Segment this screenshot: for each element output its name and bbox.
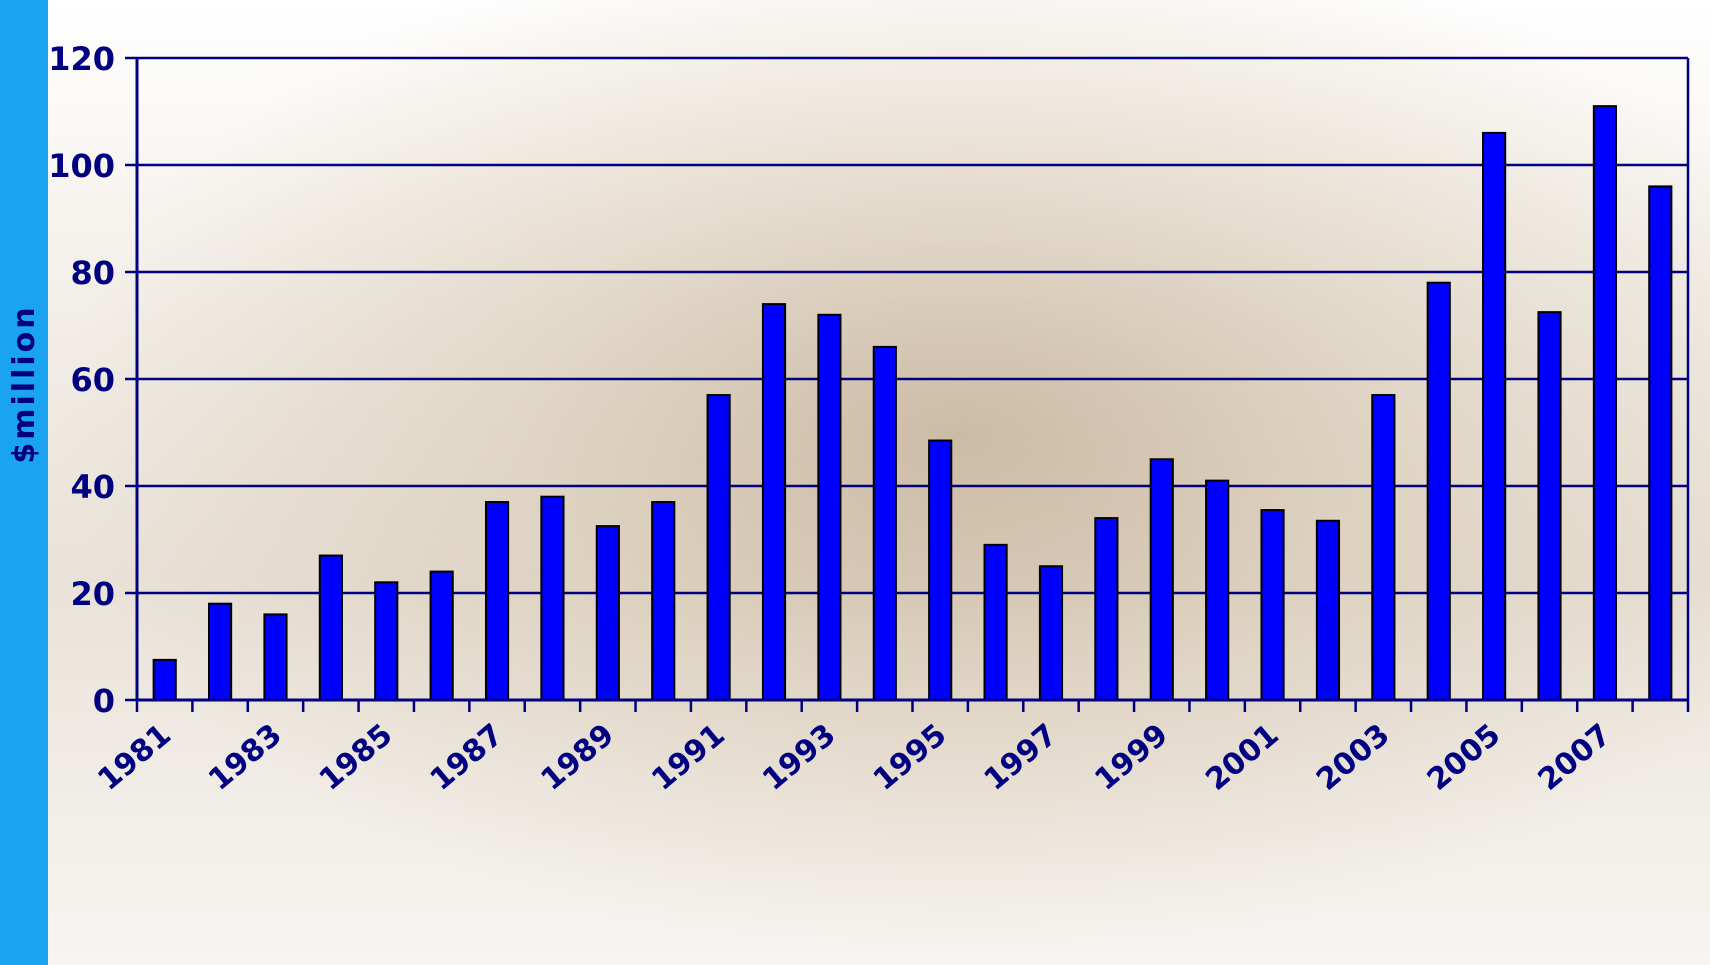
bar-1984 bbox=[318, 554, 343, 701]
bar-1994 bbox=[872, 345, 897, 701]
x-tick-label-1995: 1995 bbox=[867, 717, 953, 797]
bar-2001 bbox=[1260, 509, 1285, 702]
bar-1995 bbox=[928, 439, 953, 701]
x-tick-label-2007: 2007 bbox=[1532, 717, 1618, 797]
bar-1982 bbox=[208, 602, 233, 702]
bar-2007 bbox=[1592, 105, 1617, 701]
x-tick-label-2005: 2005 bbox=[1421, 717, 1507, 797]
gridlines bbox=[137, 56, 1688, 595]
x-tick-label-1987: 1987 bbox=[424, 717, 510, 797]
bar-1989 bbox=[595, 525, 620, 701]
y-tick-labels: 0 20 40 60 80 100 120 bbox=[48, 40, 115, 720]
bars bbox=[152, 105, 1673, 702]
x-tick-labels: 1981 1983 1985 1987 1989 1991 1993 1995 1997 1999… bbox=[91, 717, 1618, 797]
bar-1990 bbox=[651, 501, 676, 701]
x-tick-label-1989: 1989 bbox=[535, 717, 621, 797]
x-tick-label-2003: 2003 bbox=[1310, 717, 1396, 797]
bar-2003 bbox=[1371, 394, 1396, 701]
x-tick-label-1993: 1993 bbox=[756, 717, 842, 797]
axes bbox=[125, 56, 1690, 712]
bar-1985 bbox=[374, 581, 399, 701]
y-tick-label: 0 bbox=[93, 682, 115, 720]
bar-1999 bbox=[1149, 458, 1174, 701]
x-tick-label-1983: 1983 bbox=[202, 717, 288, 797]
x-tick-label-1999: 1999 bbox=[1088, 717, 1174, 797]
bar-1983 bbox=[263, 613, 288, 702]
y-tick-label: 40 bbox=[70, 468, 115, 506]
bar-1993 bbox=[817, 313, 842, 701]
x-tick-label-1991: 1991 bbox=[645, 717, 731, 797]
bar-1986 bbox=[429, 570, 454, 701]
bar-2004 bbox=[1426, 281, 1451, 701]
bar-1991 bbox=[706, 394, 731, 701]
bar-1997 bbox=[1038, 565, 1064, 701]
bar-2008 bbox=[1648, 185, 1673, 701]
y-tick-label: 120 bbox=[48, 40, 115, 78]
x-tick-label-2001: 2001 bbox=[1199, 717, 1285, 797]
side-strip bbox=[0, 0, 48, 965]
y-tick-label: 60 bbox=[70, 361, 115, 399]
bar-1981 bbox=[152, 658, 177, 701]
bar-1992 bbox=[761, 303, 787, 701]
x-tick-label-1981: 1981 bbox=[91, 717, 177, 797]
y-tick-label: 80 bbox=[70, 254, 115, 292]
bar-2002 bbox=[1315, 519, 1341, 702]
x-tick-label-1985: 1985 bbox=[313, 717, 399, 797]
bar-1987 bbox=[484, 501, 510, 701]
bar-1988 bbox=[540, 495, 565, 702]
bar-1998 bbox=[1094, 517, 1119, 701]
bar-2000 bbox=[1205, 479, 1230, 701]
y-tick-label: 100 bbox=[48, 147, 115, 185]
y-axis-label: $million bbox=[7, 304, 42, 463]
y-tick-label: 20 bbox=[70, 575, 115, 613]
x-tick-label-1997: 1997 bbox=[978, 717, 1064, 797]
bar-2006 bbox=[1537, 311, 1562, 701]
bar-2005 bbox=[1482, 131, 1507, 701]
bar-1996 bbox=[983, 543, 1008, 701]
